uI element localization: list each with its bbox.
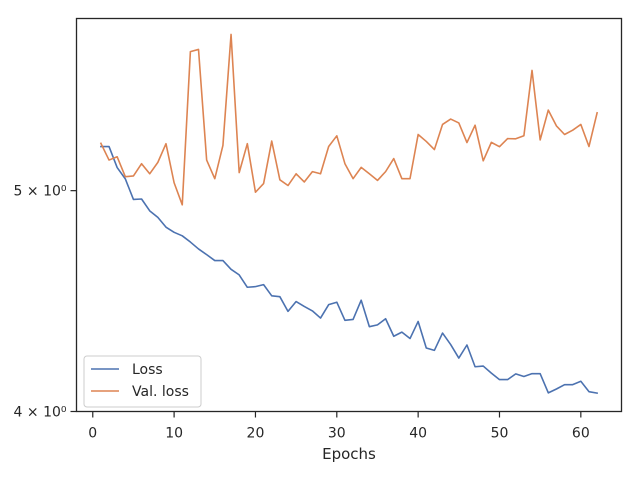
series-line-loss	[100, 145, 599, 395]
y-axis: 4 × 10⁰ 5 × 10⁰	[14, 184, 77, 421]
x-tick-label: 50	[491, 426, 509, 442]
legend: Loss Val. loss	[83, 355, 202, 408]
y-tick-label: 4 × 10⁰	[14, 405, 67, 421]
x-tick-label: 10	[165, 426, 183, 442]
x-axis: 0 10 20 30 40 50 60	[88, 411, 590, 442]
series-line-val-loss	[99, 33, 599, 206]
x-tick-label: 30	[328, 426, 346, 442]
x-tick-label: 20	[247, 426, 265, 442]
x-tick-label: 40	[409, 426, 427, 442]
y-tick-label: 5 × 10⁰	[14, 184, 67, 200]
x-tick-label: 60	[572, 426, 590, 442]
x-tick-label: 0	[88, 426, 97, 442]
legend-label-loss: Loss	[132, 362, 163, 378]
series-lines	[99, 33, 599, 395]
plot-frame	[75, 17, 623, 413]
x-axis-label: Epochs	[322, 445, 376, 463]
legend-label-val-loss: Val. loss	[132, 384, 189, 400]
